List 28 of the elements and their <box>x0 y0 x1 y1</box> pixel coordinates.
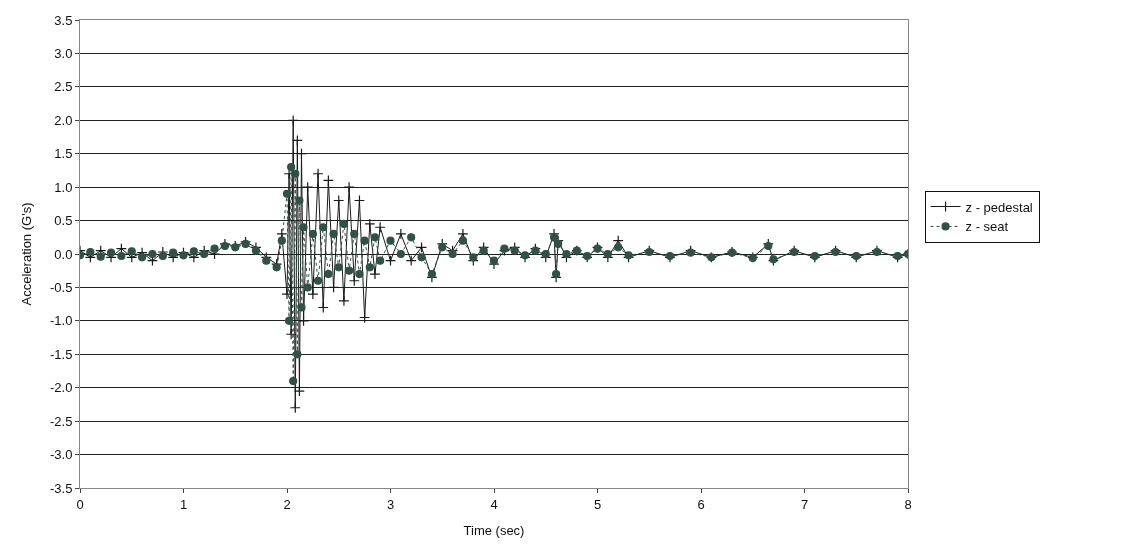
legend-label: z - seat <box>965 219 1009 235</box>
y-tick-label: -1.5 <box>49 346 73 362</box>
x-tick-label: 7 <box>800 496 809 512</box>
y-tick-label: -3.5 <box>49 480 73 496</box>
y-tick-label: -0.5 <box>49 279 73 295</box>
y-tick-label: 0.0 <box>54 246 73 262</box>
x-tick-label: 1 <box>179 496 188 512</box>
x-tick-label: 5 <box>593 496 602 512</box>
y-tick-label: 1.5 <box>54 146 73 162</box>
y-tick-label: 0.5 <box>54 213 73 229</box>
x-tick-label: 4 <box>490 496 498 512</box>
x-tick-label: 2 <box>283 496 291 512</box>
y-axis-title: Acceleration (G's) <box>18 202 34 306</box>
y-tick-label: 2.5 <box>54 79 73 95</box>
x-axis-title: Time (sec) <box>463 523 525 539</box>
x-tick-label: 0 <box>76 496 84 512</box>
legend-label: z - pedestal <box>965 199 1033 215</box>
y-tick-label: -2.0 <box>49 380 73 396</box>
x-tick-label: 6 <box>697 496 705 512</box>
x-tick-label: 3 <box>386 496 395 512</box>
y-tick-label: 3.0 <box>54 45 73 61</box>
y-tick-label: 1.0 <box>54 179 73 195</box>
y-tick-label: -2.5 <box>49 413 73 429</box>
x-tick-label: 8 <box>904 496 912 512</box>
y-tick-label: -1.0 <box>49 313 73 329</box>
y-tick-label: 3.5 <box>54 12 73 28</box>
y-tick-label: -3.0 <box>49 447 73 463</box>
y-tick-label: 2.0 <box>54 112 73 128</box>
